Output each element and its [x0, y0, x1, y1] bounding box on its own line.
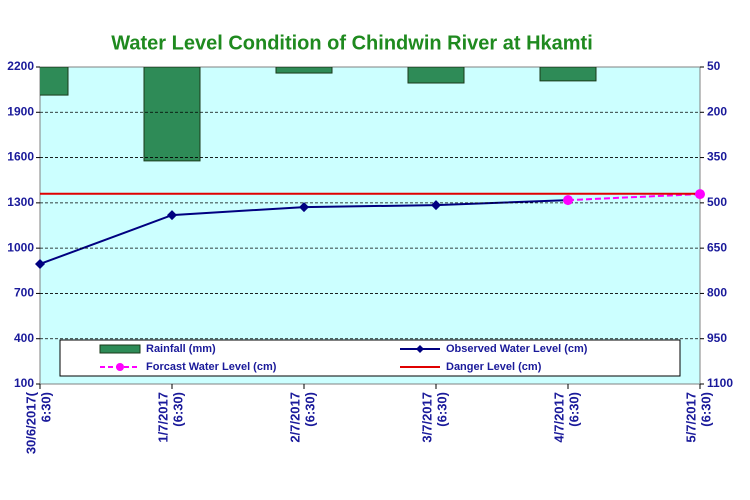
x-tick-label: 3/7/2017(6:30) [420, 392, 450, 443]
observed-marker [167, 210, 177, 221]
y2-tick-label: 950 [707, 331, 727, 345]
y-tick-label: 1600 [7, 150, 34, 164]
rainfall-bar [40, 67, 69, 96]
legend-marker [116, 363, 124, 371]
legend-box [59, 339, 681, 377]
legend-label: Observed Water Level (cm) [446, 343, 588, 355]
forecast-marker [563, 195, 573, 206]
observed-marker [299, 202, 309, 213]
y2-tick-label: 500 [707, 195, 727, 209]
legend-label: Danger Level (cm) [446, 361, 542, 373]
plot-area [39, 66, 701, 385]
rainfall-bar [407, 67, 465, 84]
chart-title: Water Level Condition of Chindwin River … [111, 32, 593, 54]
observed-marker [35, 258, 45, 269]
y2-tick-label: 200 [707, 104, 727, 118]
y2-tick-label: 1100 [707, 376, 733, 390]
legend-marker [416, 345, 424, 353]
y-tick-label: 700 [14, 286, 34, 300]
y-tick-label: 1900 [7, 104, 34, 118]
y2-tick-label: 800 [707, 286, 727, 300]
legend-label: Rainfall (mm) [146, 343, 216, 355]
x-tick-label: 5/7/2017(6:30) [684, 392, 714, 443]
y2-tick-label: 350 [707, 150, 727, 164]
x-tick-label: 2/7/2017(6:30) [288, 392, 318, 443]
y-tick-label: 1000 [7, 240, 34, 254]
forecast-marker [695, 189, 705, 200]
rainfall-bar [143, 67, 201, 162]
legend-swatch [99, 344, 141, 354]
y-tick-label: 2200 [7, 59, 34, 73]
legend-label: Forcast Water Level (cm) [146, 361, 277, 373]
x-tick-label: 4/7/2017(6:30) [552, 392, 582, 443]
y-tick-label: 100 [14, 376, 34, 390]
y2-tick-label: 650 [707, 240, 727, 254]
forecast-line [567, 193, 700, 202]
rainfall-bar [275, 67, 333, 74]
x-tick-label: 1/7/2017(6:30) [156, 392, 186, 443]
observed-marker [431, 200, 441, 211]
x-tick-label: 30/6/2017(6:30) [24, 391, 54, 454]
y2-tick-label: 50 [707, 59, 721, 73]
y-tick-label: 400 [14, 331, 34, 345]
rainfall-bar [539, 67, 597, 82]
y-tick-label: 1300 [7, 195, 34, 209]
